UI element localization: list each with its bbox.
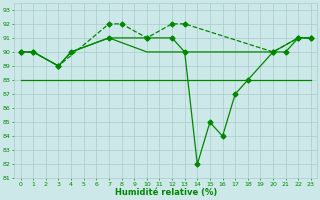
X-axis label: Humidité relative (%): Humidité relative (%): [115, 188, 217, 197]
